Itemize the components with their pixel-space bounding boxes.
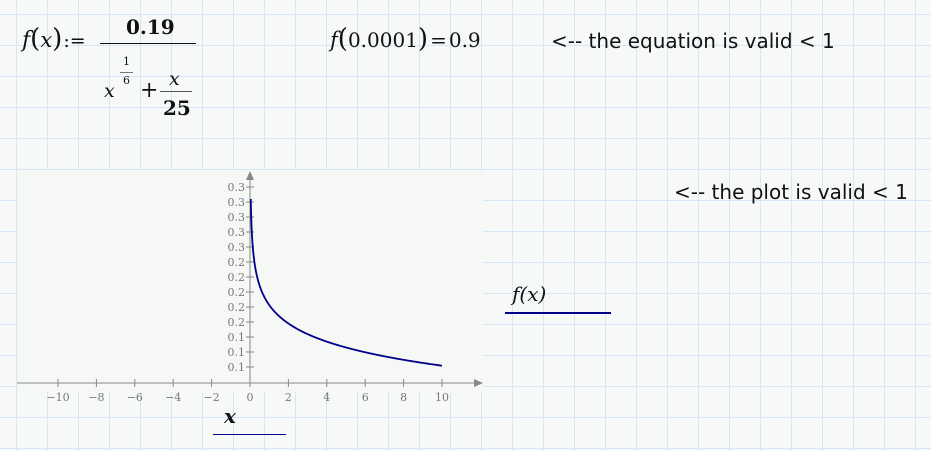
- x-tick-label: 2: [285, 391, 292, 404]
- exponent-bar: [120, 72, 133, 73]
- eval-result: 0.9: [448, 28, 481, 52]
- plus-operator: +: [140, 78, 159, 103]
- fraction-bar: [100, 43, 196, 44]
- eval-arg: 0.0001: [347, 28, 418, 52]
- paren-close: ): [417, 24, 429, 54]
- x-tick-label: −6: [127, 391, 143, 404]
- x-tick-label: −2: [203, 391, 219, 404]
- y-tick-label: 0.3: [228, 196, 246, 209]
- denominator-base: x: [104, 80, 115, 102]
- exponent-denominator: 6: [123, 74, 130, 87]
- y-tick-label: 0.3: [228, 241, 246, 254]
- y-tick-label: 0.3: [228, 226, 246, 239]
- trace-label-text: f(x): [512, 282, 547, 306]
- y-axis-arrow: [246, 171, 254, 180]
- x-axis-label[interactable]: x: [224, 404, 236, 428]
- def-var: x: [40, 28, 53, 52]
- paren-open: (: [337, 24, 348, 54]
- paren-close: ): [52, 24, 63, 54]
- inner-frac-den: 25: [163, 96, 191, 120]
- trace-f-x: [249, 198, 443, 367]
- inner-fraction-bar: [160, 91, 192, 92]
- paren-open: (: [30, 24, 41, 54]
- y-tick-label: 0.1: [228, 346, 246, 359]
- definition-lhs: f ( x ) :=: [22, 26, 86, 53]
- y-tick-label: 0.2: [228, 316, 246, 329]
- x-tick-label: −8: [88, 391, 104, 404]
- y-tick-label: 0.2: [228, 301, 246, 314]
- inner-frac-num: x: [169, 68, 180, 90]
- x-tick-label: 8: [400, 391, 407, 404]
- y-axis-label[interactable]: f(x): [512, 282, 546, 306]
- x-tick-label: 6: [362, 391, 369, 404]
- x-tick-label: 4: [323, 391, 330, 404]
- plot-note[interactable]: <-- the plot is valid < 1: [674, 180, 908, 204]
- y-tick-label: 0.1: [228, 361, 246, 374]
- legend-trace-line: [505, 312, 611, 314]
- y-tick-label: 0.3: [228, 211, 246, 224]
- y-tick-label: 0.1: [228, 331, 246, 344]
- y-tick-label: 0.2: [228, 271, 246, 284]
- x-tick-label: −4: [165, 391, 181, 404]
- equals-sign: =: [430, 28, 447, 52]
- function-evaluation[interactable]: f ( 0.0001 ) = 0.9: [330, 26, 481, 52]
- eval-func-name: f: [330, 28, 338, 52]
- y-tick-label: 0.3: [228, 181, 246, 194]
- y-tick-label: 0.2: [228, 256, 246, 269]
- assign-operator: :=: [63, 30, 86, 52]
- exponent-numerator: 1: [123, 55, 130, 68]
- function-definition[interactable]: f ( x ) := 0.19 x 1 6 + x 25: [22, 10, 202, 120]
- x-tick-label: −10: [46, 391, 69, 404]
- equation-note[interactable]: <-- the equation is valid < 1: [551, 29, 835, 53]
- numerator: 0.19: [126, 15, 175, 39]
- def-func-name: f: [22, 28, 31, 53]
- y-tick-label: 0.2: [228, 286, 246, 299]
- x-label-underline: [213, 434, 286, 435]
- x-axis-arrow: [474, 379, 483, 387]
- x-tick-label: 10: [435, 391, 449, 404]
- x-tick-label: 0: [247, 391, 254, 404]
